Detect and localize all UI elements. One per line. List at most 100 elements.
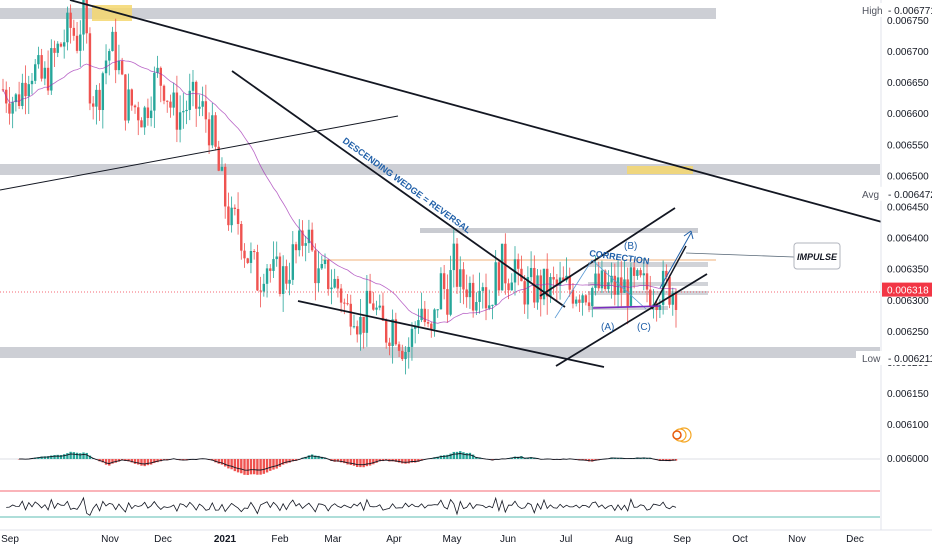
candle-body [394, 319, 398, 345]
pennant-line [651, 245, 687, 310]
candle-body [520, 268, 523, 282]
time-tick-label: Sep [1, 534, 19, 545]
candle-body [378, 305, 381, 308]
macd-bar [471, 454, 475, 459]
candle-body [314, 250, 317, 284]
candle-body [82, 0, 85, 35]
target-zone-upper [420, 228, 698, 233]
candle-body [43, 67, 47, 79]
wave-c-line [592, 305, 661, 309]
low-badge [856, 351, 932, 365]
candle-body [223, 166, 227, 207]
macd-bar [140, 459, 143, 466]
candle-body [191, 81, 195, 91]
macd-bar [388, 459, 391, 462]
impulse-callout-box [793, 242, 841, 270]
time-tick-label: Feb [271, 534, 289, 545]
candle-body [14, 94, 18, 103]
candle-body [507, 283, 510, 291]
candle-body [188, 90, 191, 110]
avg-value: - 0.006472 [888, 190, 932, 201]
time-tick-label: May [443, 534, 462, 545]
macd-bar [56, 454, 59, 459]
impulse-callout-text: IMPULSE [797, 252, 838, 262]
time-tick-label: Mar [324, 534, 342, 545]
candle-body [446, 289, 449, 315]
candle-body [388, 342, 391, 347]
macd-bar [66, 453, 69, 459]
macd-bar [439, 455, 443, 459]
candle-body [539, 275, 542, 300]
candle-body [430, 323, 433, 330]
macd-bar [442, 455, 446, 459]
low-label: Low [862, 354, 881, 365]
time-tick-label: Jun [500, 534, 516, 545]
macd-bar [359, 459, 362, 468]
price-tick-label: 0.006650 [887, 78, 929, 89]
macd-bar [407, 459, 410, 464]
candle-body [117, 61, 121, 71]
candle-body [24, 82, 27, 97]
macd-bar [339, 459, 343, 463]
candle-body [407, 346, 410, 352]
candle-body [140, 120, 143, 128]
candle-body [436, 309, 439, 311]
wave-a-label: (A) [601, 322, 614, 333]
candle-body [195, 81, 198, 109]
macd-bar [462, 452, 465, 459]
candle-body [320, 264, 323, 269]
candle-body [185, 109, 188, 112]
macd-bar [130, 459, 134, 463]
macd-bar [256, 459, 259, 475]
macd-bar [346, 459, 349, 465]
macd-bar [246, 459, 249, 476]
candle-body [269, 268, 272, 271]
price-axis-ticks: 0.006750 0.006700 0.006650 0.006600 0.006550… [887, 16, 929, 465]
candles-layer [1, 0, 678, 375]
wave-b-line [591, 259, 647, 310]
candle-body [307, 229, 311, 244]
macd-bar [310, 454, 314, 459]
macd-bar [104, 459, 108, 465]
candle-body [101, 73, 105, 111]
macd-bar [349, 459, 352, 466]
macd-bar [591, 459, 594, 462]
candle-body [278, 256, 282, 294]
candle-body [120, 61, 124, 75]
macd-bar [333, 459, 336, 462]
avg-badge [856, 186, 932, 201]
macd-bar [133, 459, 137, 464]
candle-body [645, 273, 649, 290]
candle-body [359, 316, 362, 335]
candle-body [34, 64, 37, 81]
candle-body [639, 270, 642, 276]
candle-body [91, 103, 95, 107]
macd-bar [404, 459, 407, 464]
macd-bar [285, 459, 288, 464]
target-highlight [627, 166, 693, 174]
macd-bar [85, 452, 88, 459]
macd-bar [227, 459, 230, 469]
candle-body [133, 105, 137, 108]
candle-body [381, 305, 385, 321]
avg-label: Avg [862, 190, 879, 201]
candle-body [372, 303, 375, 310]
candle-body [504, 243, 507, 284]
macd-bar [108, 459, 111, 466]
macd-bar [146, 459, 150, 466]
candle-body [375, 307, 378, 310]
macd-bar [240, 459, 243, 474]
candle-body [594, 273, 597, 288]
candle-body [50, 48, 53, 91]
candle-body [620, 277, 623, 293]
candle-body [545, 268, 549, 297]
correction-zone-3 [588, 291, 708, 295]
candle-body [497, 262, 501, 291]
candle-body [333, 278, 336, 288]
candle-body [169, 101, 172, 108]
macd-bar [272, 459, 275, 470]
candle-body [217, 146, 220, 171]
candle-body [201, 101, 204, 107]
candle-body [146, 107, 150, 119]
macd-bar [40, 456, 43, 459]
